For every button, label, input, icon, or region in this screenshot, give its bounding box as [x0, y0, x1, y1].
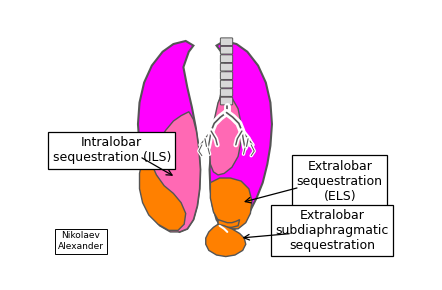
Text: Nikolaev
Alexander: Nikolaev Alexander — [58, 231, 104, 251]
Text: Extralobar
subdiaphragmatic
sequestration: Extralobar subdiaphragmatic sequestratio… — [275, 209, 389, 252]
FancyBboxPatch shape — [221, 72, 232, 79]
Polygon shape — [140, 149, 186, 230]
Polygon shape — [210, 95, 241, 175]
Polygon shape — [146, 112, 200, 232]
FancyBboxPatch shape — [221, 89, 232, 96]
FancyBboxPatch shape — [221, 55, 232, 63]
FancyBboxPatch shape — [221, 38, 232, 46]
FancyBboxPatch shape — [221, 46, 232, 54]
Polygon shape — [138, 41, 200, 232]
FancyBboxPatch shape — [221, 80, 232, 88]
Polygon shape — [210, 41, 272, 232]
Polygon shape — [210, 178, 252, 229]
Polygon shape — [206, 224, 246, 257]
Text: Extralobar
sequestration
(ELS): Extralobar sequestration (ELS) — [297, 160, 383, 203]
Text: Intralobar
sequestration (ILS): Intralobar sequestration (ILS) — [53, 136, 171, 164]
FancyBboxPatch shape — [221, 63, 232, 71]
Polygon shape — [218, 220, 240, 227]
FancyBboxPatch shape — [221, 97, 232, 105]
